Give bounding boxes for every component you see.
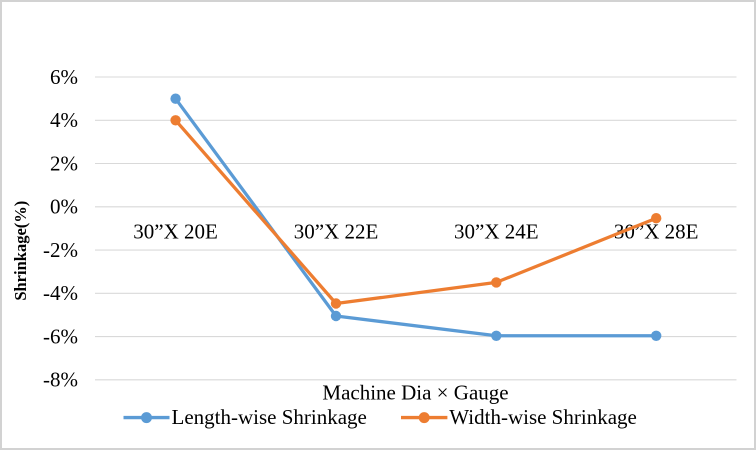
svg-text:30”X 20E: 30”X 20E: [133, 219, 218, 243]
svg-text:-8%: -8%: [43, 368, 78, 392]
svg-text:0%: 0%: [50, 195, 78, 219]
svg-text:Shrinkage(%): Shrinkage(%): [11, 201, 30, 301]
svg-text:-4%: -4%: [43, 281, 78, 305]
svg-text:4%: 4%: [50, 108, 78, 132]
svg-text:Length-wise Shrinkage: Length-wise Shrinkage: [172, 405, 367, 429]
svg-text:-2%: -2%: [43, 238, 78, 262]
svg-text:Machine Dia × Gauge: Machine Dia × Gauge: [322, 380, 508, 404]
svg-text:30”X 24E: 30”X 24E: [454, 219, 539, 243]
svg-text:30”X 22E: 30”X 22E: [294, 219, 379, 243]
svg-text:Width-wise Shrinkage: Width-wise Shrinkage: [449, 405, 637, 429]
svg-text:2%: 2%: [50, 151, 78, 175]
svg-text:-6%: -6%: [43, 325, 78, 349]
svg-text:6%: 6%: [50, 65, 78, 89]
